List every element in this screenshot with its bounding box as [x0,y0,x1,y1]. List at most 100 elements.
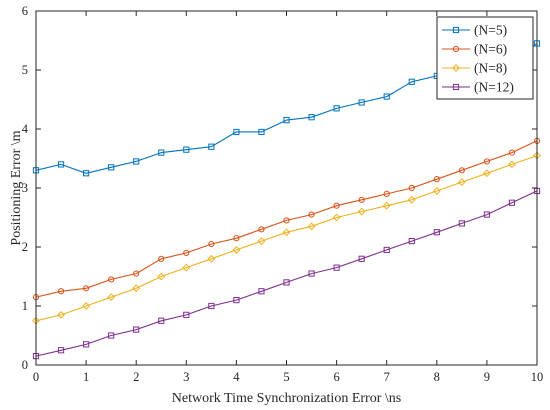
legend-entry: (N=12) [442,80,514,95]
data-point [258,288,265,295]
data-point [357,207,366,216]
data-point [458,167,465,174]
data-point [508,199,516,206]
x-tick-label: 7 [384,370,390,384]
x-tick-label: 2 [133,370,139,384]
data-point [208,240,215,248]
data-point [408,184,415,192]
data-point [183,146,190,153]
data-point [83,170,90,177]
data-point [358,255,365,262]
legend-marker [452,83,460,91]
series-n-8 [32,151,541,325]
legend-entry: (N=6) [442,42,507,57]
data-point [383,190,390,197]
y-tick-label: 3 [22,181,28,195]
data-point [183,249,190,256]
x-axis-label: Network Time Synchronization Error \ns [172,391,401,406]
data-point [158,149,165,156]
data-point [333,105,340,112]
data-point [408,78,415,85]
data-point [358,99,365,106]
data-point [183,311,190,318]
data-point [333,202,340,209]
data-point [433,176,440,183]
data-point [157,272,166,281]
data-point [482,169,491,178]
data-point [333,264,340,271]
data-point [308,270,315,277]
legend: (N=5) (N=6) (N=8) (N=12) [436,16,534,100]
y-tick-label: 5 [22,63,28,77]
data-point [432,187,441,195]
data-point [307,222,316,231]
legend-label: (N=6) [474,42,507,57]
legend-marker [452,64,460,72]
data-point [107,293,116,302]
y-tick-label: 6 [22,4,28,18]
data-point [182,263,191,272]
series-n-12 [32,187,541,360]
data-point [132,284,141,293]
data-point [258,128,265,136]
data-point [308,211,315,218]
data-point [232,246,241,254]
data-point [57,310,65,319]
data-point [233,128,240,136]
x-tick-label: 9 [484,370,490,384]
legend-entry: (N=8) [442,61,507,76]
data-point [383,93,390,100]
x-tick-label: 4 [233,370,240,384]
data-point [308,114,315,121]
data-point [408,238,415,245]
data-point [457,178,466,187]
series-line [35,140,538,298]
data-point [57,288,65,295]
data-point [508,160,516,169]
data-point [208,302,215,310]
data-point [158,317,165,324]
data-point [358,196,365,203]
data-point [108,332,115,339]
data-point [382,201,391,210]
x-tick-label: 10 [531,370,544,384]
data-point [282,228,291,237]
x-tick-label: 0 [33,370,39,384]
y-axis-label: Positioning Error \m [9,130,24,245]
data-point [108,276,115,283]
data-point [483,211,490,218]
data-point [82,302,91,310]
legend-label: (N=5) [474,23,507,38]
data-point [332,213,341,222]
legend-marker [452,45,460,53]
data-point [83,285,90,292]
legend-label: (N=12) [474,80,514,95]
x-tick-label: 3 [183,370,189,384]
data-point [233,235,240,242]
data-point [158,255,165,262]
data-point [283,279,290,286]
ticks-layer: 0 1 2 3 4 5 6 7 8 9 10 0 1 2 3 4 5 6 [22,4,544,384]
data-point [407,195,416,204]
data-point [57,161,65,168]
series-line [35,155,538,322]
data-point [208,143,215,150]
y-tick-label: 1 [22,299,28,313]
data-point [383,246,390,254]
data-point [133,158,140,165]
series-line [35,190,538,357]
data-point [458,220,465,227]
data-point [283,117,290,124]
data-point [433,229,440,236]
data-point [108,164,115,171]
data-point [57,347,65,354]
x-tick-label: 6 [333,370,339,384]
y-tick-label: 0 [22,358,28,372]
y-tick-label: 4 [22,122,29,136]
data-point [257,237,266,246]
data-point [133,270,140,277]
x-tick-label: 5 [283,370,289,384]
data-point [483,158,490,165]
legend-label: (N=8) [474,61,507,76]
